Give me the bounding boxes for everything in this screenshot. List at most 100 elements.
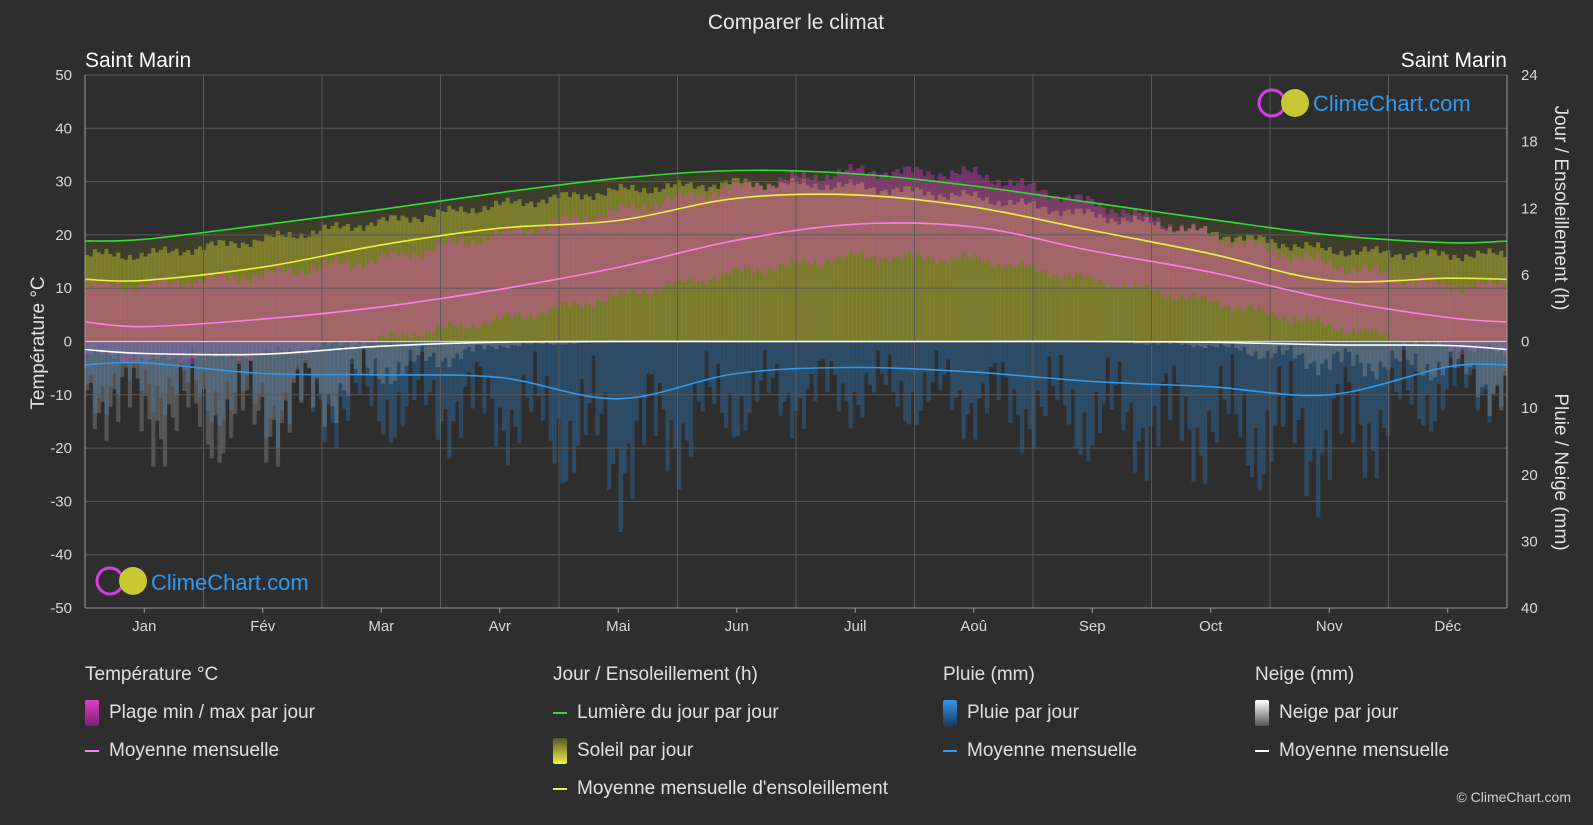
rain-band [1479,341,1484,395]
sunshine-band [692,188,697,342]
sunshine-band [1109,218,1114,342]
daylight-band [544,186,549,342]
daylight-band [190,233,195,342]
rain-band [942,341,947,375]
sunshine-band [361,230,366,342]
sunshine-band [225,245,230,342]
temperature-range-band [377,256,382,337]
daylight-band [330,215,335,342]
daylight-band [435,201,440,342]
daylight-band [338,214,343,342]
temperature-range-band [1382,272,1387,335]
sunshine-band [782,183,787,342]
temperature-range-band [186,282,191,359]
sunshine-band [848,179,853,342]
rain-band [564,341,569,482]
daylight-band [786,171,791,342]
rain-band [743,341,748,431]
daylight-band [1094,203,1099,342]
rain-band [408,341,413,362]
rain-band [474,341,479,363]
snow-band [423,341,429,362]
daylight-band [1020,192,1025,342]
brand-logo-top[interactable]: ClimeChart.com [1257,88,1471,118]
temperature-range-band [1277,258,1282,321]
snow-band [1448,341,1453,352]
daylight-band [131,239,136,342]
rain-band [509,341,514,410]
snow-band [486,341,491,346]
daylight-band [1300,231,1305,342]
temperature-range-band [1245,240,1251,306]
daylight-band [856,174,861,342]
daylight-band [1066,199,1071,342]
sunshine-band [1429,248,1434,342]
temperature-range-band [918,169,923,256]
temperature-range-band [108,284,113,356]
snow-band [435,341,440,368]
rain-band [1214,341,1220,443]
temperature-range-band [1249,239,1255,306]
daylight-band [1421,241,1426,342]
daylight-band [1499,241,1504,342]
snow-band [466,341,471,347]
daylight-band [696,173,701,342]
daylight-band [1062,198,1068,342]
rain-band [108,341,113,388]
x-tick-label: Jan [132,618,156,635]
daylight-band [766,171,771,342]
y-left-tick-label: 10 [55,280,72,297]
sunshine-band [875,194,881,342]
daylight-band [988,188,994,342]
snow-band [96,341,101,414]
sunshine-band [1409,253,1414,342]
sunshine-band [275,230,281,342]
sunshine-band [349,230,355,342]
temperature-range-band [1183,230,1188,300]
daylight-band [1405,240,1410,342]
daylight-band [684,173,690,342]
daylight-band [221,229,226,342]
rain-band [392,341,397,438]
brand-logo-bottom[interactable]: ClimeChart.com [95,566,309,596]
temperature-range-band [404,253,409,335]
temperature-range-band [1152,221,1157,293]
copyright: © ClimeChart.com [1456,789,1571,805]
snow-band [1312,341,1317,362]
daylight-band [213,230,218,342]
daylight-band [762,171,768,342]
temperature-range-band [369,259,374,340]
sunshine-band [116,252,121,342]
rain-band [505,341,510,466]
rain-band [1405,341,1410,391]
sunshine-band [868,188,873,342]
temperature-range-band [801,171,807,259]
rain-band [1171,341,1177,366]
daylight-band [1460,242,1465,342]
legend-label: Moyenne mensuelle d'ensoleillement [577,778,888,799]
sunshine-band [1199,228,1204,342]
temperature-range-band [291,274,296,354]
temperature-range-band [1195,230,1200,299]
legend-item-rain-mean: Moyenne mensuelle [943,740,1137,762]
sunshine-band [1347,255,1352,342]
rain-band [1358,341,1364,425]
sunshine-band [786,184,791,342]
rain-band [1440,341,1445,411]
snow-band [174,341,179,431]
rain-band [665,341,670,472]
sunshine-band [447,205,452,342]
sunshine-band [1304,242,1309,342]
temperature-range-band [743,180,748,267]
temperature-range-band [248,283,253,362]
rain-band [649,341,655,375]
sunshine-band [299,233,304,342]
temperature-range-band [817,181,822,266]
rain-band [961,341,966,440]
daylight-band [1390,239,1395,342]
temperature-range-band [217,272,222,352]
temperature-range-band [856,167,861,254]
temperature-range-band [497,234,503,320]
sunshine-band [431,217,436,342]
snow-band [1452,341,1457,368]
